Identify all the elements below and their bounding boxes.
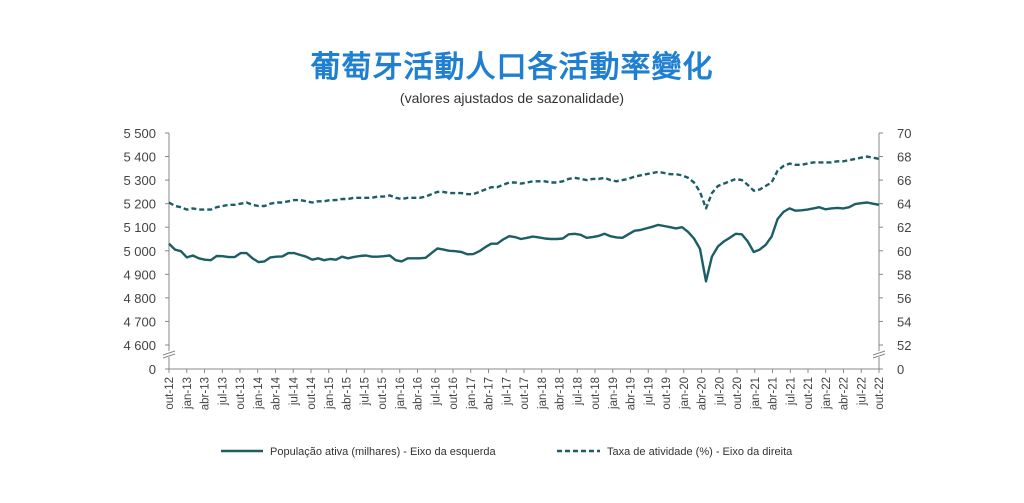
x-tick-label: abr-13 bbox=[200, 377, 212, 410]
x-tick-label: jan-19 bbox=[608, 377, 620, 410]
x-tick-label: abr-16 bbox=[413, 377, 425, 410]
y-right-tick-label: 68 bbox=[897, 150, 911, 165]
x-tick-label: jul-19 bbox=[643, 377, 655, 406]
y-left-tick-label: 4 600 bbox=[123, 338, 156, 353]
x-tick-label: out-17 bbox=[519, 377, 531, 410]
x-tick-label: out-19 bbox=[661, 377, 673, 410]
x-tick-label: out-18 bbox=[590, 377, 602, 410]
legend-label-populacao-ativa: População ativa (milhares) - Eixo da esq… bbox=[270, 446, 497, 458]
x-tick-label: out-20 bbox=[732, 377, 744, 410]
y-right-tick-label: 62 bbox=[897, 220, 911, 235]
y-right-tick-label: 56 bbox=[897, 291, 911, 306]
x-tick-label: jan-16 bbox=[395, 377, 407, 410]
y-left-tick-label: 5 300 bbox=[123, 173, 156, 188]
axis-break-left-mask bbox=[163, 351, 175, 357]
legend-label-taxa-atividade: Taxa de atividade (%) - Eixo da direita bbox=[607, 446, 793, 458]
x-tick-label: jul-20 bbox=[714, 377, 726, 406]
x-tick-label: jan-14 bbox=[253, 376, 265, 410]
axis-break-left-mark bbox=[162, 350, 176, 356]
x-tick-label: out-13 bbox=[235, 377, 247, 410]
x-tick-label: abr-17 bbox=[484, 377, 496, 410]
y-left-tick-label: 4 900 bbox=[123, 267, 156, 282]
axis-break-right-mark bbox=[872, 353, 886, 359]
y-right-tick-label: 66 bbox=[897, 173, 911, 188]
y-left-tick-label: 5 200 bbox=[123, 197, 156, 212]
x-tick-label: jul-15 bbox=[359, 377, 371, 406]
x-tick-label: jan-15 bbox=[324, 377, 336, 410]
chart-title: 葡萄牙活動人口各活動率變化 bbox=[310, 50, 714, 85]
x-tick-label: jan-18 bbox=[537, 377, 549, 410]
y-left-tick-label: 5 100 bbox=[123, 220, 156, 235]
y-right-tick-label: 58 bbox=[897, 267, 911, 282]
x-tick-label: out-16 bbox=[448, 377, 460, 410]
x-tick-label: jan-20 bbox=[679, 377, 691, 410]
y-right-tick-label: 0 bbox=[897, 362, 904, 377]
y-right-tick-label: 64 bbox=[897, 197, 911, 212]
y-left-tick-label: 4 700 bbox=[123, 314, 156, 329]
x-tick-label: jul-16 bbox=[430, 377, 442, 406]
y-left-tick-label: 5 400 bbox=[123, 150, 156, 165]
x-tick-label: jul-14 bbox=[288, 376, 300, 406]
x-tick-label: abr-15 bbox=[342, 377, 354, 410]
axis-break-left-mark bbox=[162, 353, 176, 359]
x-tick-label: jan-21 bbox=[750, 377, 762, 410]
x-tick-label: jul-22 bbox=[856, 377, 868, 406]
y-left-tick-label: 5 500 bbox=[123, 126, 156, 141]
x-tick-label: jul-13 bbox=[217, 377, 229, 406]
x-tick-label: out-22 bbox=[874, 377, 886, 410]
plot-area: 5 500 5 400 5 300 5 200 5 100 5 000 4 900 4 800… bbox=[123, 126, 911, 458]
axis-break-right-mask bbox=[873, 351, 885, 357]
x-tick-label: jan-17 bbox=[466, 377, 478, 410]
x-tick-label: jul-21 bbox=[785, 377, 797, 406]
x-tick-label: abr-18 bbox=[555, 377, 567, 410]
x-tick-label: abr-19 bbox=[626, 377, 638, 410]
y-left-tick-label: 4 800 bbox=[123, 291, 156, 306]
x-tick-label: jul-17 bbox=[501, 377, 513, 406]
y-right-tick-label: 60 bbox=[897, 244, 911, 259]
x-tick-label: out-12 bbox=[164, 377, 176, 410]
series-line-taxa-atividade bbox=[168, 155, 880, 211]
x-tick-label: out-21 bbox=[803, 377, 815, 410]
x-tick-label: abr-14 bbox=[271, 376, 283, 410]
y-left-tick-label: 0 bbox=[149, 362, 156, 377]
x-tick-label: jul-18 bbox=[572, 377, 584, 406]
x-tick-label: out-15 bbox=[377, 377, 389, 410]
x-tick-label: abr-20 bbox=[697, 377, 709, 410]
y-left-tick-label: 5 000 bbox=[123, 244, 156, 259]
x-tick-label: abr-22 bbox=[839, 377, 851, 410]
x-tick-label: jan-22 bbox=[821, 377, 833, 410]
x-tick-label: jan-13 bbox=[182, 377, 194, 410]
y-right-tick-label: 70 bbox=[897, 126, 911, 141]
axis-break-right-mark bbox=[872, 350, 886, 356]
chart-subtitle: (valores ajustados de sazonalidade) bbox=[399, 90, 625, 106]
y-right-tick-label: 54 bbox=[897, 314, 911, 329]
y-right-tick-label: 52 bbox=[897, 338, 911, 353]
x-tick-label: out-14 bbox=[306, 376, 318, 409]
series-line-populacao-ativa bbox=[168, 201, 880, 283]
x-tick-label: abr-21 bbox=[768, 377, 780, 410]
